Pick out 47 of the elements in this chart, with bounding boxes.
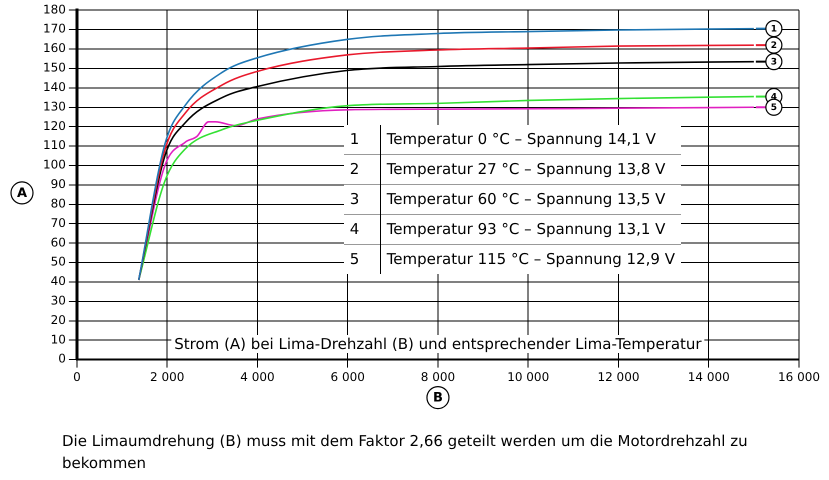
x-axis-title: B	[432, 390, 443, 406]
text: 5	[350, 250, 360, 268]
y-tick-label: 110	[43, 138, 66, 152]
x-tick-label: 14 000	[688, 370, 730, 384]
y-tick-label: 80	[50, 196, 66, 210]
annotation: Temperatur 0 °C – Spannung 14,1 V	[386, 129, 657, 150]
y-tick-label: 160	[43, 41, 66, 56]
legend-label: 5	[770, 103, 777, 114]
y-axis-title: A	[16, 186, 28, 201]
y-tick-label: 90	[50, 177, 66, 192]
y-tick-label: 30	[50, 293, 66, 308]
y-tick-label: 60	[50, 235, 66, 250]
x-tick-label: 12 000	[597, 370, 640, 384]
y-tick-label: 180	[43, 2, 66, 16]
legend-label: 2	[770, 40, 777, 51]
y-tick-label: 50	[50, 254, 66, 269]
y-tick-label: 170	[43, 22, 66, 36]
legend-label: 4	[770, 92, 777, 102]
annotation: Temperatur 60 °C – Spannung 13,5 V	[380, 184, 681, 214]
text: 4	[350, 220, 360, 238]
x-tick-label: 0	[73, 370, 81, 384]
text: 2	[350, 160, 360, 178]
text: 3	[350, 190, 360, 208]
y-tick-label: 150	[43, 60, 66, 75]
y-tick-label: 70	[50, 216, 66, 230]
text: 1	[350, 130, 360, 148]
y-tick-label: 130	[43, 99, 66, 114]
legend-label: 1	[770, 24, 777, 34]
y-tick-label: 100	[43, 158, 66, 172]
x-tick-label: 8 000	[420, 370, 456, 384]
x-tick-label: 6 000	[330, 370, 365, 384]
y-tick-label: 140	[43, 80, 66, 94]
y-tick-label: 120	[43, 118, 66, 133]
annotation: Temperatur 93 °C – Spannung 13,1 V	[380, 214, 681, 244]
y-tick-label: 10	[50, 332, 66, 346]
x-tick-label: 16 000	[778, 370, 820, 384]
legend-label: 3	[770, 57, 777, 68]
annotation: Temperatur 27 °C – Spannung 13,8 V	[380, 154, 681, 184]
x-tick-label: 4 000	[240, 370, 275, 384]
x-tick-label: 10 000	[507, 370, 550, 384]
y-tick-label: 20	[50, 312, 66, 327]
text: Die Limaumdrehung (B) muss mit dem Faktor 2,66 geteilt werden um die Motordrehzahl zu bekommen	[62, 431, 749, 474]
annotation: Strom (A) bei Lima-Drehzahl (B) und entsprechender Lima-Temperatur	[171, 335, 705, 354]
y-tick-label: 0	[58, 352, 66, 366]
y-tick-label: 40	[50, 274, 66, 288]
annotation: Temperatur 115 °C – Spannung 12,9 V	[380, 244, 681, 274]
x-tick-label: 2 000	[150, 370, 184, 384]
